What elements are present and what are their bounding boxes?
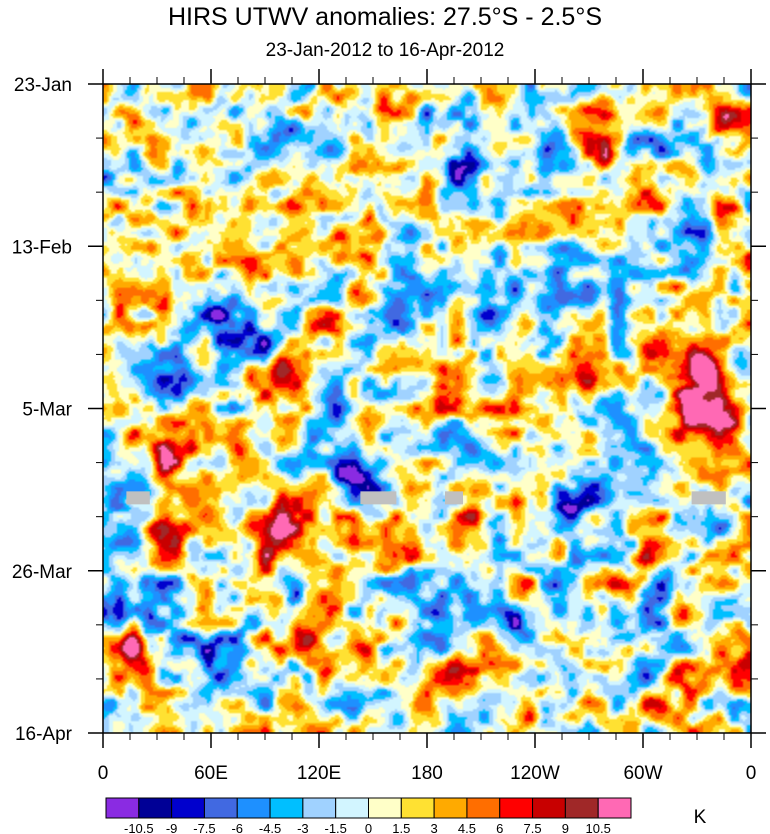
x-tick-label: 120E: [297, 763, 341, 784]
y-tick-label: 23-Jan: [14, 75, 72, 96]
colorbar-label: -3: [297, 821, 309, 834]
x-tick-label: 60W: [623, 763, 662, 784]
missing-data-layer: [126, 491, 726, 505]
x-tick-label: 180: [411, 763, 443, 784]
colorbar-label: 3: [431, 821, 438, 834]
chart-subtitle: 23-Jan-2012 to 16-Apr-2012: [265, 40, 505, 61]
colorbar-label: -7.5: [193, 821, 215, 834]
colorbar-label: -4.5: [259, 821, 281, 834]
colorbar-swatch: [302, 797, 337, 819]
colorbar-swatch: [171, 797, 205, 819]
y-tick-label: 26-Mar: [12, 562, 73, 583]
colorbar-label: 1.5: [392, 821, 410, 834]
colorbar-label: -9: [166, 821, 178, 834]
colorbar-label: 4.5: [458, 821, 476, 834]
colorbar-label: -1.5: [324, 821, 346, 834]
y-tick-label: 5-Mar: [22, 400, 72, 421]
colorbar-label: -10.5: [124, 821, 154, 834]
colorbar-swatch: [499, 797, 534, 819]
chart-title: HIRS UTWV anomalies: 27.5°S - 2.5°S: [167, 3, 603, 31]
colorbar-swatch: [564, 797, 599, 819]
colorbar-label: 10.5: [586, 821, 611, 834]
colorbar-label: 6: [496, 821, 503, 834]
x-tick-label: 120W: [510, 763, 560, 784]
colorbar-swatch: [335, 797, 369, 819]
colorbar-swatch: [138, 797, 173, 819]
colorbar-swatch: [269, 797, 304, 819]
colorbar-swatch: [368, 797, 402, 819]
x-tick-label: 0: [98, 763, 109, 784]
colorbar-swatch: [597, 797, 632, 819]
x-tick-label: 0: [746, 763, 757, 784]
x-axis: 0 60E 120E 180 120W 60W 0: [98, 69, 757, 784]
missing-data-segment: [691, 491, 726, 505]
x-tick-label: 60E: [194, 763, 228, 784]
y-tick-label: 16-Apr: [15, 724, 73, 745]
colorbar-units: K: [694, 807, 707, 828]
colorbar-swatch: [433, 797, 468, 819]
heatmap-field: [103, 84, 751, 733]
missing-data-segment: [360, 491, 397, 505]
colorbar-swatch: [400, 797, 435, 819]
missing-data-segment: [126, 491, 150, 505]
colorbar-label: 7.5: [524, 821, 542, 834]
colorbar-label: 0: [365, 821, 372, 834]
colorbar-swatch: [105, 797, 140, 819]
colorbar-swatch: [532, 797, 566, 819]
y-tick-label: 13-Feb: [12, 237, 72, 258]
colorbar-swatch: [203, 797, 238, 819]
missing-data-segment: [445, 491, 463, 505]
colorbar-swatch: [236, 797, 271, 819]
colorbar-swatch: [466, 797, 501, 819]
colorbar-label: 9: [562, 821, 569, 834]
colorbar: -10.5 -9 -7.5 -6 -4.5 -3 -1.5 0 1.5 3 4.5 6 7.5 9 10.5: [105, 797, 632, 834]
colorbar-label: -6: [231, 821, 243, 834]
y-axis: 23-Jan 13-Feb 5-Mar 26-Mar 16-Apr: [12, 75, 766, 745]
